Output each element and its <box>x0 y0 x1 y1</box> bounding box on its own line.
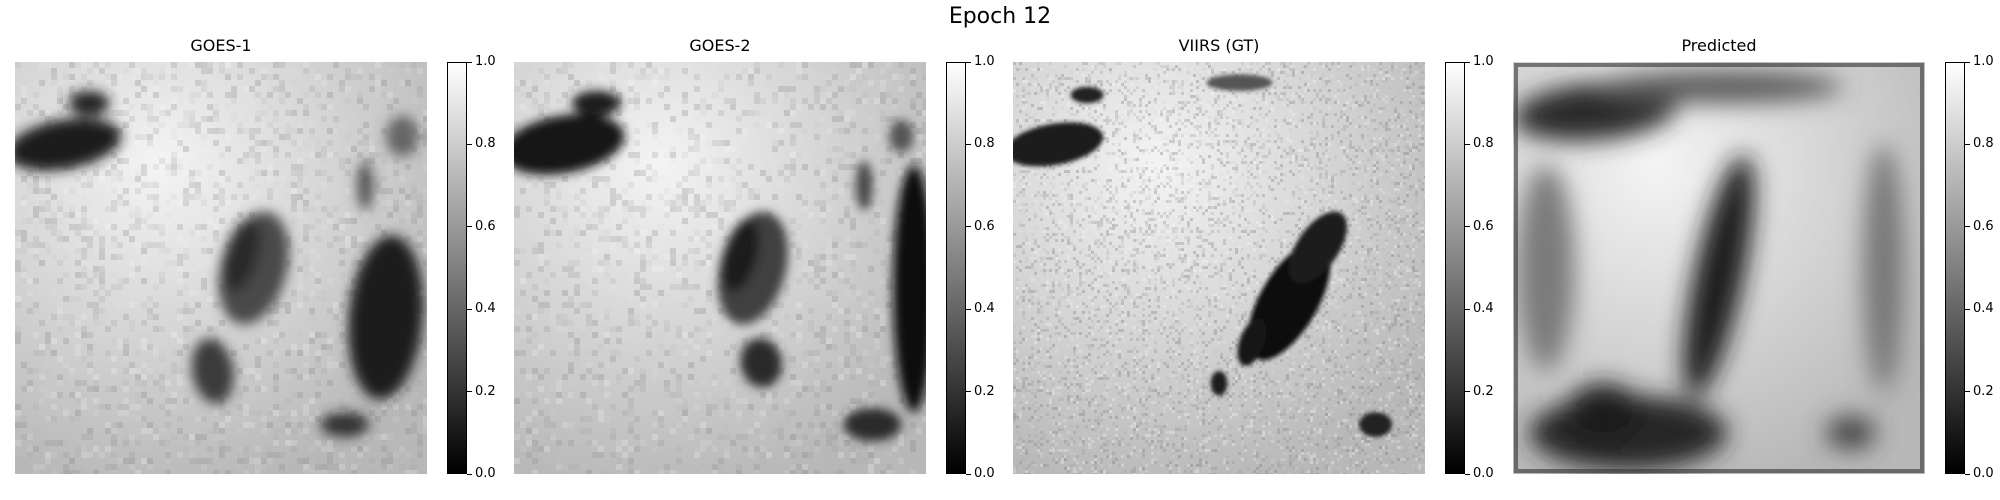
colorbar-tick-mark <box>966 226 971 228</box>
colorbar-tick-mark <box>1465 61 1470 63</box>
panel-title-4: Predicted <box>1681 36 1757 55</box>
colorbar-tick-mark <box>1965 308 1970 310</box>
colorbar-tick-mark <box>1965 226 1970 228</box>
colorbar-tick-mark <box>1965 61 1970 63</box>
colorbar-tick-mark <box>966 143 971 145</box>
colorbar-tick-mark <box>1465 473 1470 475</box>
colorbar-tick-label: 1.0 <box>1473 54 1494 69</box>
colorbar-tick-label: 1.0 <box>1973 54 1994 69</box>
colorbar-tick-mark <box>1965 473 1970 475</box>
colorbar-tick-label: 1.0 <box>475 54 496 69</box>
colorbar-tick-label: 0.4 <box>1973 301 1994 317</box>
colorbar-tick-label: 0.0 <box>1473 466 1494 481</box>
colorbar-tick-mark <box>467 391 472 393</box>
colorbar-tick-label: 0.8 <box>1473 136 1494 152</box>
colorbar-tick-mark <box>467 226 472 228</box>
colorbar-tick-label: 0.2 <box>1973 383 1994 399</box>
colorbar-tick-label: 0.4 <box>475 301 496 317</box>
colorbar-2 <box>946 62 966 474</box>
colorbar-tick-label: 0.0 <box>475 466 496 481</box>
colorbar-tick-label: 0.8 <box>974 136 995 152</box>
colorbar-tick-mark <box>1465 308 1470 310</box>
colorbar-tick-mark <box>467 473 472 475</box>
colorbar-tick-label: 0.8 <box>475 136 496 152</box>
colorbar-tick-label: 0.2 <box>1473 383 1494 399</box>
heatmap-image-4 <box>1513 62 1925 474</box>
figure-title: Epoch 12 <box>948 4 1052 29</box>
colorbar-tick-mark <box>966 391 971 393</box>
colorbar-tick-label: 0.6 <box>1473 218 1494 234</box>
heatmap-image-3 <box>1013 62 1425 474</box>
colorbar-tick-label: 0.4 <box>1473 301 1494 317</box>
colorbar-tick-mark <box>966 473 971 475</box>
colorbar-tick-label: 0.6 <box>475 218 496 234</box>
colorbar-4 <box>1945 62 1965 474</box>
heatmap-image-2 <box>514 62 926 474</box>
colorbar-tick-label: 0.6 <box>1973 218 1994 234</box>
colorbar-tick-label: 0.0 <box>974 466 995 481</box>
colorbar-tick-mark <box>1465 226 1470 228</box>
panel-title-2: GOES-2 <box>689 36 751 55</box>
colorbar-tick-mark <box>1965 391 1970 393</box>
colorbar-tick-label: 0.2 <box>475 383 496 399</box>
colorbar-tick-label: 0.0 <box>1973 466 1994 481</box>
colorbar-tick-mark <box>1965 143 1970 145</box>
colorbar-tick-mark <box>1465 391 1470 393</box>
colorbar-tick-mark <box>966 308 971 310</box>
colorbar-tick-mark <box>1465 143 1470 145</box>
colorbar-tick-mark <box>467 308 472 310</box>
panel-title-1: GOES-1 <box>190 36 252 55</box>
colorbar-tick-mark <box>467 61 472 63</box>
colorbar-tick-mark <box>467 143 472 145</box>
colorbar-3 <box>1445 62 1465 474</box>
colorbar-tick-mark <box>966 61 971 63</box>
colorbar-tick-label: 0.2 <box>974 383 995 399</box>
panel-title-3: VIIRS (GT) <box>1178 36 1260 55</box>
heatmap-image-1 <box>15 62 427 474</box>
colorbar-1 <box>447 62 467 474</box>
colorbar-tick-label: 0.4 <box>974 301 995 317</box>
colorbar-tick-label: 0.6 <box>974 218 995 234</box>
colorbar-tick-label: 0.8 <box>1973 136 1994 152</box>
colorbar-tick-label: 1.0 <box>974 54 995 69</box>
